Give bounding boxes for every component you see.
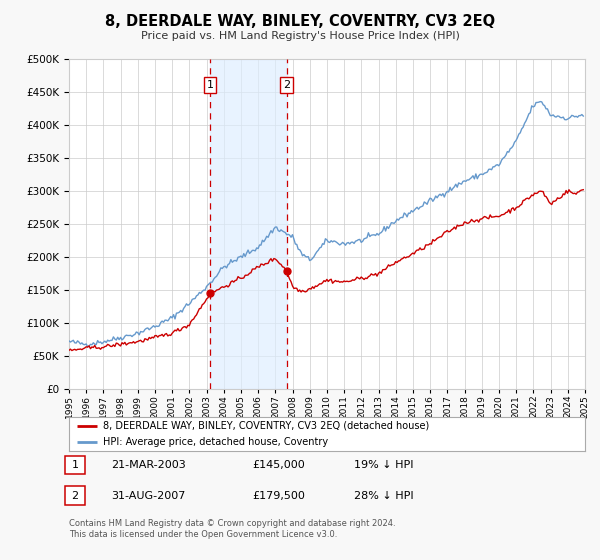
Bar [210, 59, 287, 389]
Text: 1: 1 [207, 80, 214, 90]
Text: 19% ↓ HPI: 19% ↓ HPI [354, 460, 413, 470]
Text: 31-AUG-2007: 31-AUG-2007 [111, 491, 185, 501]
Text: £179,500: £179,500 [252, 491, 305, 501]
Text: 28% ↓ HPI: 28% ↓ HPI [354, 491, 413, 501]
Text: Price paid vs. HM Land Registry's House Price Index (HPI): Price paid vs. HM Land Registry's House … [140, 31, 460, 41]
FancyBboxPatch shape [65, 486, 85, 505]
Text: HPI: Average price, detached house, Coventry: HPI: Average price, detached house, Cove… [103, 437, 328, 447]
Text: 2: 2 [283, 80, 290, 90]
Text: 8, DEERDALE WAY, BINLEY, COVENTRY, CV3 2EQ: 8, DEERDALE WAY, BINLEY, COVENTRY, CV3 2… [105, 14, 495, 29]
Text: 1: 1 [71, 460, 79, 470]
Text: £145,000: £145,000 [252, 460, 305, 470]
Text: Contains HM Land Registry data © Crown copyright and database right 2024.
This d: Contains HM Land Registry data © Crown c… [69, 519, 395, 539]
Text: 2: 2 [71, 491, 79, 501]
FancyBboxPatch shape [65, 456, 85, 474]
Text: 21-MAR-2003: 21-MAR-2003 [111, 460, 186, 470]
Text: 8, DEERDALE WAY, BINLEY, COVENTRY, CV3 2EQ (detached house): 8, DEERDALE WAY, BINLEY, COVENTRY, CV3 2… [103, 421, 429, 431]
